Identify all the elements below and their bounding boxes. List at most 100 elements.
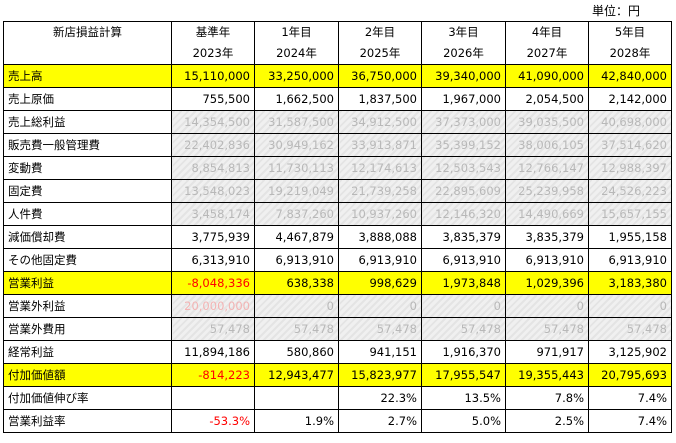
header-row-periods: 新店損益計算 基準年 1年目 2年目 3年目 4年目 5年目 [3,21,672,43]
cell-value: 15,657,155 [588,202,672,226]
header-row-years: 2023年 2024年 2025年 2026年 2027年 2028年 [3,43,672,65]
cell-value: 2.5% [505,409,589,433]
cell-value: 0 [588,294,672,318]
cell-value: 0 [338,294,422,318]
table-row-non-operating-income: 営業外利益 20,000,000 0 0 0 0 0 [3,294,672,318]
cell-value: 2.7% [338,409,422,433]
cell-value: 42,840,000 [588,64,672,88]
row-label: 営業利益 [3,271,172,295]
cell-value: 30,949,162 [254,133,339,157]
table-row-value-added: 付加価値額 -814,223 12,943,477 15,823,977 17,… [3,363,672,387]
cell-value: 14,490,669 [505,202,589,226]
row-label: 売上原価 [3,87,172,111]
row-label: 付加価値伸び率 [3,386,172,410]
cell-value: 6,313,910 [171,248,255,272]
cell-value: 0 [505,294,589,318]
cell-value: 12,766,147 [505,156,589,180]
cell-value: 33,913,871 [338,133,422,157]
cell-value: 21,739,258 [338,179,422,203]
cell-value [254,386,339,410]
year-header: 2028年 [588,43,672,65]
table-row-ordinary-profit: 経常利益 11,894,186 580,860 941,151 1,916,37… [3,340,672,364]
cell-value: 3,775,939 [171,225,255,249]
cell-value: 19,355,443 [505,363,589,387]
cell-value: 39,035,500 [505,110,589,134]
row-label: 売上高 [3,64,172,88]
period-header: 1年目 [254,21,339,43]
cell-value: 37,373,000 [421,110,506,134]
row-label: 人件費 [3,202,172,226]
table-row-operating-margin: 営業利益率 -53.3% 1.9% 2.7% 5.0% 2.5% 7.4% [3,409,672,433]
table-row-personnel-cost: 人件費 3,458,174 7,837,260 10,937,260 12,14… [3,202,672,226]
cell-value: 941,151 [338,340,422,364]
cell-value: 37,514,620 [588,133,672,157]
cell-value: 1,662,500 [254,87,339,111]
year-header: 2024年 [254,43,339,65]
table-row-fixed-cost: 固定費 13,548,023 19,219,049 21,739,258 22,… [3,179,672,203]
cell-value: 638,338 [254,271,339,295]
period-header: 5年目 [588,21,672,43]
row-label: 販売費一般管理費 [3,133,172,157]
year-header: 2025年 [338,43,422,65]
cell-value: -8,048,336 [171,271,255,295]
cell-value: 3,458,174 [171,202,255,226]
cell-value: 7.4% [588,409,672,433]
cell-value: 3,835,379 [505,225,589,249]
cell-value: 15,823,977 [338,363,422,387]
cell-value: 6,913,910 [588,248,672,272]
table-row-non-operating-expense: 営業外費用 57,478 57,478 57,478 57,478 57,478… [3,317,672,341]
cell-value: 8,854,813 [171,156,255,180]
row-label: 固定費 [3,179,172,203]
table-row-other-fixed-cost: その他固定費 6,313,910 6,913,910 6,913,910 6,9… [3,248,672,272]
year-header: 2027年 [505,43,589,65]
cell-value: 2,142,000 [588,87,672,111]
cell-value: 57,478 [171,317,255,341]
table-row-sales: 売上高 15,110,000 33,250,000 36,750,000 39,… [3,64,672,88]
cell-value: 1,029,396 [505,271,589,295]
cell-value: 20,000,000 [171,294,255,318]
cell-value: 6,913,910 [505,248,589,272]
cell-value: 57,478 [338,317,422,341]
cell-value: 7,837,260 [254,202,339,226]
cell-value: 12,503,543 [421,156,506,180]
cell-value: 24,526,223 [588,179,672,203]
cell-value: -814,223 [171,363,255,387]
period-header: 2年目 [338,21,422,43]
row-label: 変動費 [3,156,172,180]
cell-value: 31,587,500 [254,110,339,134]
cell-value: 998,629 [338,271,422,295]
cell-value: 5.0% [421,409,506,433]
cell-value: 971,917 [505,340,589,364]
table-corner-blank [3,43,172,65]
cell-value: 22,402,836 [171,133,255,157]
table-row-sga: 販売費一般管理費 22,402,836 30,949,162 33,913,87… [3,133,672,157]
year-header: 2023年 [171,43,255,65]
cell-value: 1.9% [254,409,339,433]
table-row-depreciation: 減価償却費 3,775,939 4,467,879 3,888,088 3,83… [3,225,672,249]
table-row-cost-of-sales: 売上原価 755,500 1,662,500 1,837,500 1,967,0… [3,87,672,111]
table-row-variable-cost: 変動費 8,854,813 11,730,113 12,174,613 12,5… [3,156,672,180]
cell-value: 1,916,370 [421,340,506,364]
cell-value: 40,698,000 [588,110,672,134]
row-label: 売上総利益 [3,110,172,134]
row-label: その他固定費 [3,248,172,272]
cell-value: 11,894,186 [171,340,255,364]
cell-value: 34,912,500 [338,110,422,134]
cell-value: 41,090,000 [505,64,589,88]
cell-value: 15,110,000 [171,64,255,88]
cell-value: 14,354,500 [171,110,255,134]
cell-value: 3,125,902 [588,340,672,364]
cell-value: 3,835,379 [421,225,506,249]
table-corner-title: 新店損益計算 [3,21,172,43]
row-label: 減価償却費 [3,225,172,249]
cell-value: 7.4% [588,386,672,410]
cell-value: 20,795,693 [588,363,672,387]
cell-value: 38,006,105 [505,133,589,157]
cell-value: 4,467,879 [254,225,339,249]
cell-value: 57,478 [254,317,339,341]
cell-value: 12,146,320 [421,202,506,226]
table-row-operating-profit: 営業利益 -8,048,336 638,338 998,629 1,973,84… [3,271,672,295]
cell-value: 35,399,152 [421,133,506,157]
cell-value [171,386,255,410]
cell-value: 7.8% [505,386,589,410]
